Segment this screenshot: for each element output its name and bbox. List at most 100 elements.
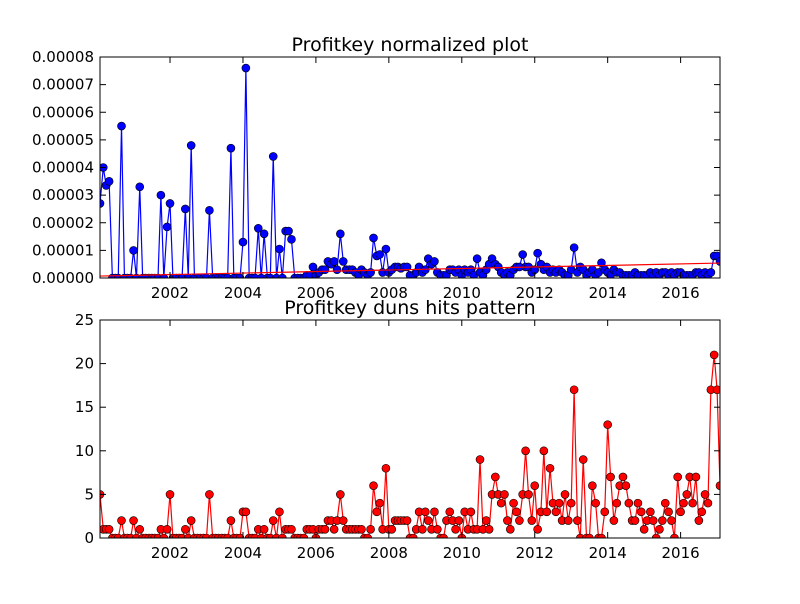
marker [256,533,266,538]
marker [676,507,685,517]
marker [156,190,166,200]
marker [183,533,193,538]
marker [113,533,123,538]
x-tick-label: 2010 [443,284,481,302]
marker [375,250,385,259]
marker [621,481,631,490]
marker [241,507,251,517]
x-tick-label: 2016 [662,284,700,302]
marker [430,257,439,266]
marker [338,257,348,266]
marker [646,507,655,517]
marker [454,516,464,525]
marker [697,507,707,517]
marker [366,268,375,277]
marker [576,533,585,538]
chart-title: Profitkey normalized plot [292,34,529,56]
marker [299,533,309,538]
marker [253,223,263,233]
marker [366,524,375,534]
y-tick-label: 0.00006 [32,103,94,121]
marker [472,254,482,263]
marker [308,262,318,272]
x-tick-label: 2008 [370,284,408,302]
x-tick-label: 2002 [151,284,189,302]
marker [563,516,573,525]
marker [512,507,521,517]
marker [162,524,172,534]
marker [712,385,720,395]
marker [375,498,385,508]
marker [475,455,485,464]
y-tick-label: 0.00005 [32,131,94,149]
marker [162,222,172,232]
marker [706,268,716,277]
marker [533,248,542,258]
marker [336,490,345,499]
marker [554,498,564,508]
marker [287,235,296,244]
marker [336,229,345,239]
marker [135,524,145,534]
plot-area [100,57,720,278]
marker [612,498,622,508]
x-tick-label: 2006 [297,544,335,562]
marker [484,524,494,534]
marker [694,516,704,525]
marker [266,273,275,278]
x-tick-label: 2012 [516,284,554,302]
marker [588,481,597,490]
marker [600,507,610,517]
marker [597,258,606,268]
marker [660,498,670,508]
marker [673,472,682,482]
y-tick-label: 0.00001 [32,241,94,259]
plot-content [100,63,720,278]
y-tick-label: 10 [75,442,94,460]
marker [545,463,555,473]
marker [539,446,549,456]
marker [715,481,720,490]
marker [402,262,412,272]
x-tick-label: 2014 [589,544,627,562]
marker [639,524,649,534]
marker [205,206,214,215]
marker [387,524,397,534]
marker [423,516,433,525]
x-tick-label: 2010 [443,544,481,562]
marker [226,143,236,153]
marker [320,524,330,534]
y-tick-label: 0.00003 [32,186,94,204]
marker [651,533,661,538]
marker [381,244,391,254]
marker [135,182,145,192]
marker [329,524,339,534]
marker [688,498,697,508]
x-tick-label: 2016 [662,544,700,562]
marker [268,516,278,525]
marker [408,533,418,538]
marker [527,516,537,525]
marker [569,385,579,395]
marker [573,516,582,525]
marker [466,507,476,517]
marker [259,229,269,239]
marker [518,250,527,259]
x-tick-label: 2004 [224,544,262,562]
marker [509,498,518,508]
y-tick-label: 0.00007 [32,76,94,94]
y-tick-label: 0.00000 [32,269,94,287]
marker [165,199,175,208]
marker [569,243,579,252]
marker [223,533,232,538]
marker [363,533,372,538]
marker [566,498,576,508]
marker [250,533,260,538]
marker [186,516,196,525]
marker [591,498,600,508]
marker [223,273,232,278]
marker [433,524,442,534]
marker [129,516,138,525]
marker [636,507,646,517]
